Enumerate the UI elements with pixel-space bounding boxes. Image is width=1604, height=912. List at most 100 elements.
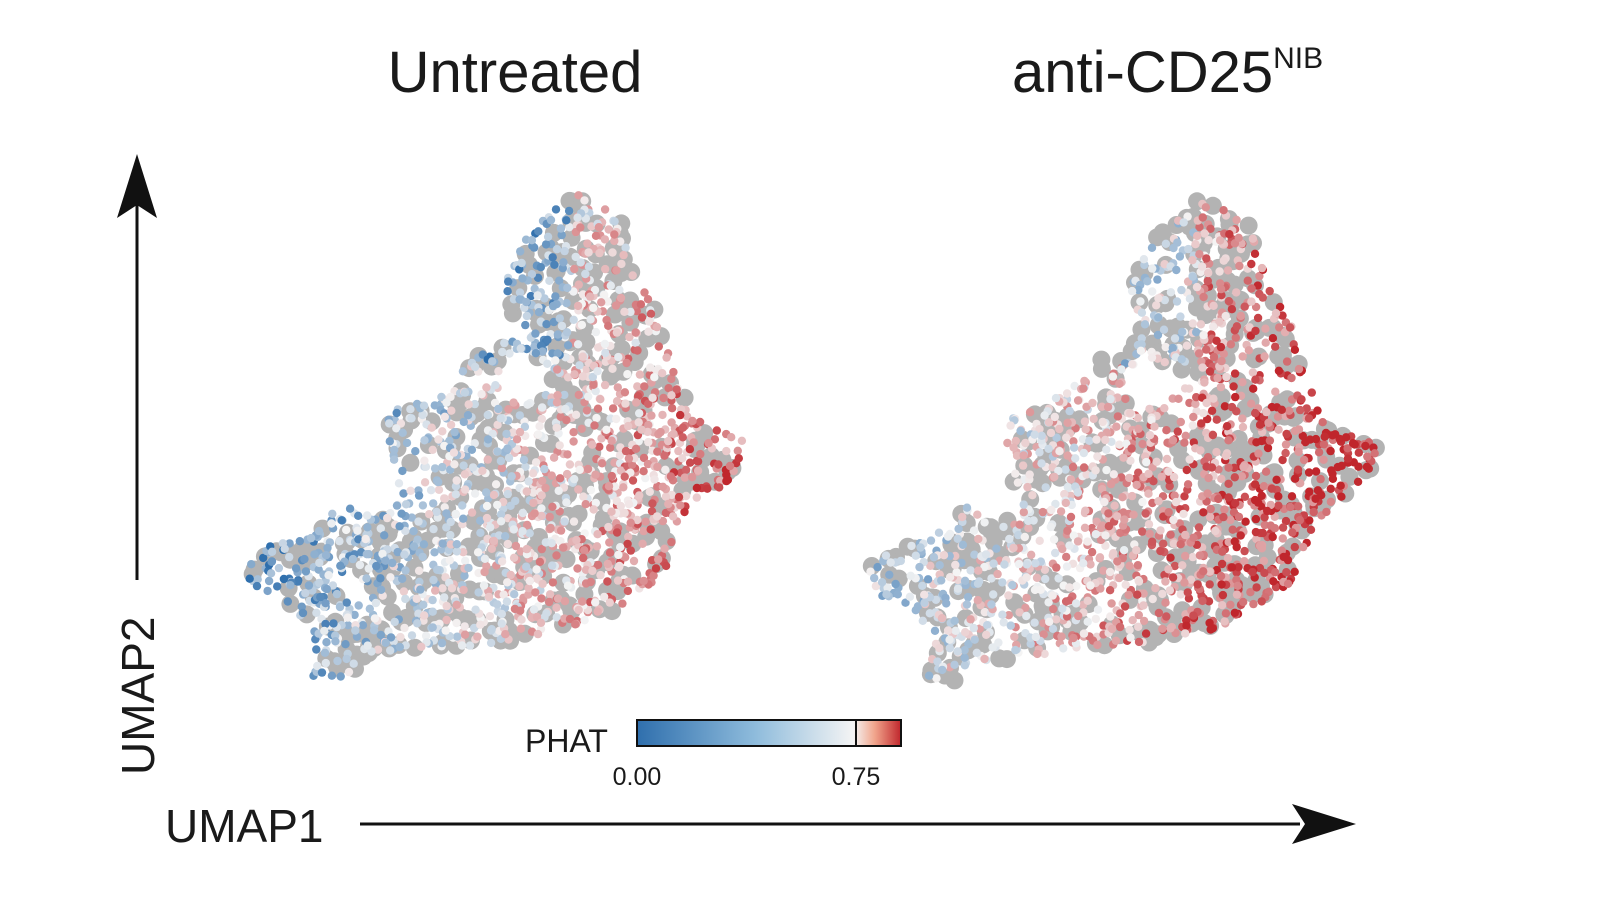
cell-point xyxy=(1268,334,1278,343)
cell-point xyxy=(517,615,526,624)
cell-point xyxy=(1282,429,1291,439)
cell-point xyxy=(559,258,568,267)
cell-point xyxy=(245,574,254,583)
cell-point xyxy=(1115,440,1124,449)
cell-point xyxy=(1115,622,1125,632)
cell-point xyxy=(571,252,580,262)
cell-point xyxy=(1119,546,1129,555)
cell-point xyxy=(1215,267,1224,276)
cell-point xyxy=(1162,426,1171,435)
cell-point xyxy=(1226,515,1235,525)
cell-point xyxy=(1057,632,1066,641)
cell-point xyxy=(1271,342,1280,351)
cell-point xyxy=(960,646,969,655)
cell-point xyxy=(1071,599,1081,608)
cell-point xyxy=(1295,516,1305,525)
cell-point xyxy=(1224,493,1233,502)
cell-point xyxy=(1091,530,1101,539)
cell-point xyxy=(520,446,530,455)
cell-point xyxy=(497,609,506,619)
scatter-panel-untreated xyxy=(243,191,747,681)
cell-point xyxy=(1208,430,1218,440)
cell-point xyxy=(527,270,537,279)
cell-point xyxy=(429,499,438,508)
cell-point xyxy=(512,435,522,444)
cell-point xyxy=(1126,633,1135,642)
cell-point xyxy=(1232,288,1241,297)
cell-point xyxy=(1353,477,1363,486)
cell-point xyxy=(703,484,712,493)
cell-point xyxy=(615,451,625,460)
cell-point xyxy=(494,531,504,540)
cell-point xyxy=(623,586,633,596)
cell-point xyxy=(510,590,519,599)
cell-point xyxy=(1025,470,1034,479)
cell-point xyxy=(1112,512,1122,521)
cell-point xyxy=(606,443,615,452)
cell-point xyxy=(1294,447,1303,456)
cell-point xyxy=(650,475,659,484)
cell-point xyxy=(395,642,404,652)
cell-point xyxy=(1170,334,1180,343)
cell-point xyxy=(552,245,562,254)
cell-point xyxy=(432,507,441,517)
cell-point xyxy=(620,388,630,397)
cell-point xyxy=(1082,402,1091,411)
cell-point xyxy=(531,329,540,338)
cell-point xyxy=(524,590,533,599)
cell-point xyxy=(1061,498,1071,508)
cell-point xyxy=(1278,523,1288,532)
cell-point xyxy=(390,445,399,455)
cell-point xyxy=(1284,406,1294,415)
cell-point xyxy=(1211,526,1220,536)
cell-point xyxy=(484,592,494,602)
cell-point xyxy=(522,487,531,496)
cell-point xyxy=(565,614,575,624)
cell-point xyxy=(460,470,470,479)
cell-point xyxy=(1103,402,1113,412)
cell-point xyxy=(920,598,929,607)
cell-point xyxy=(1255,271,1264,281)
cell-point xyxy=(1168,343,1178,353)
cell-point xyxy=(1176,590,1186,599)
cell-point xyxy=(473,548,483,557)
cell-point xyxy=(1148,264,1157,273)
cell-point xyxy=(1082,470,1091,479)
cell-point xyxy=(1267,484,1277,493)
cell-point xyxy=(1092,517,1101,526)
cell-point xyxy=(1119,508,1128,517)
cell-point xyxy=(1177,285,1186,295)
cell-point xyxy=(533,291,542,300)
cell-point xyxy=(1072,581,1081,591)
cell-point xyxy=(1079,384,1088,393)
cell-point xyxy=(1079,448,1089,458)
cell-point xyxy=(337,516,346,525)
cell-point xyxy=(604,482,614,491)
cell-point xyxy=(1361,441,1370,451)
background-cell-point xyxy=(401,453,420,472)
cell-point xyxy=(446,540,456,549)
cell-point xyxy=(414,566,424,575)
cell-point xyxy=(491,480,501,489)
cell-point xyxy=(517,258,526,268)
cell-point xyxy=(1083,596,1092,605)
cell-point xyxy=(578,372,587,381)
cell-point xyxy=(1206,224,1215,233)
cell-point xyxy=(1247,399,1256,408)
cell-point xyxy=(1294,364,1304,374)
cell-point xyxy=(1249,599,1258,609)
cell-point xyxy=(1216,284,1226,294)
x-axis-arrow xyxy=(360,804,1356,844)
cell-point xyxy=(1055,447,1064,456)
cell-point xyxy=(1040,649,1049,659)
cell-point xyxy=(624,454,634,463)
cell-point xyxy=(365,604,374,613)
cell-point xyxy=(1197,419,1206,428)
cell-point xyxy=(935,643,944,653)
cell-point xyxy=(640,288,649,297)
cell-point xyxy=(1106,612,1115,621)
cell-point xyxy=(1004,611,1013,620)
cell-point xyxy=(582,406,592,415)
cell-point xyxy=(1169,515,1178,525)
cell-point xyxy=(611,301,621,310)
